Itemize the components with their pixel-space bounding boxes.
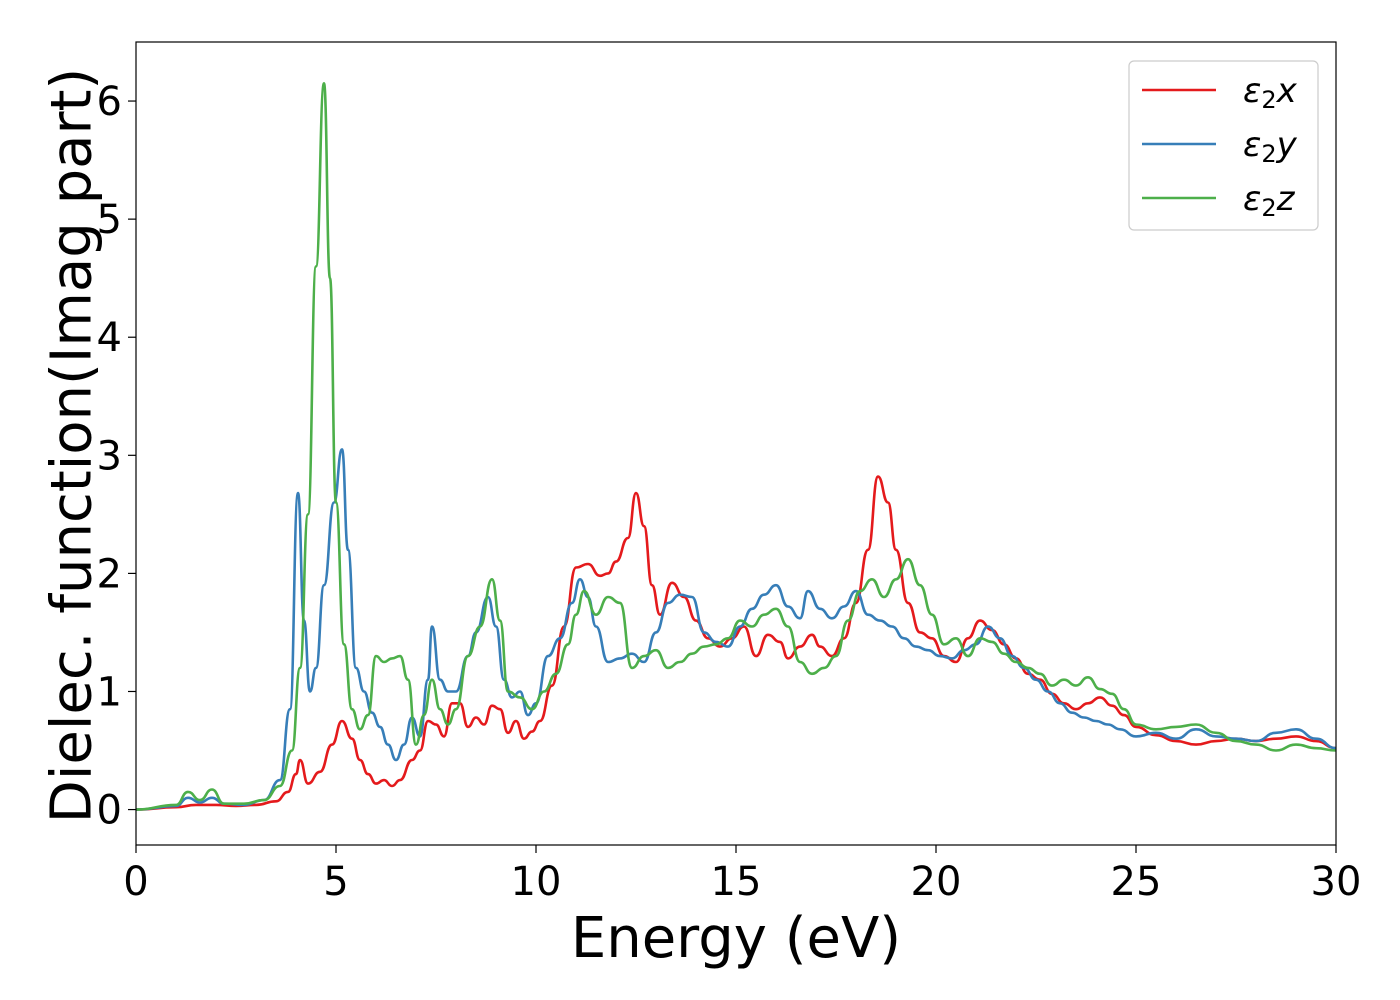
x-tick-label: 5 xyxy=(323,859,348,905)
y-tick-label: 2 xyxy=(97,551,122,597)
x-tick-label: 10 xyxy=(511,859,562,905)
y-axis-ticks: 0 1 2 3 4 5 6 xyxy=(97,79,136,834)
legend-entry-x: ε2x xyxy=(1142,71,1298,114)
x-tick-label: 30 xyxy=(1311,859,1362,905)
x-tick-label: 20 xyxy=(911,859,962,905)
x-axis-ticks: 0 5 10 15 20 25 30 xyxy=(123,845,1361,905)
x-tick-label: 25 xyxy=(1111,859,1162,905)
y-tick-label: 6 xyxy=(97,79,122,125)
series-line-z xyxy=(136,82,1336,811)
legend-label-z: ε2z xyxy=(1243,179,1296,222)
x-tick-label: 0 xyxy=(123,859,148,905)
legend-entry-z: ε2z xyxy=(1142,179,1296,222)
legend-box xyxy=(1128,60,1319,231)
legend: ε2x ε2y ε2z xyxy=(1128,60,1319,231)
series-line-y xyxy=(136,448,1336,811)
y-tick-label: 0 xyxy=(97,788,122,834)
x-axis-title: Energy (eV) xyxy=(571,906,901,971)
y-tick-label: 4 xyxy=(97,315,122,361)
series-line-x xyxy=(136,475,1336,811)
legend-entry-y: ε2y xyxy=(1142,125,1298,168)
y-axis-title: Dielec. function(Imag part) xyxy=(40,68,105,824)
y-tick-label: 3 xyxy=(97,433,122,479)
y-tick-label: 1 xyxy=(97,669,122,715)
legend-label-x: ε2x xyxy=(1243,71,1298,114)
x-tick-label: 15 xyxy=(711,859,762,905)
y-tick-label: 5 xyxy=(97,197,122,243)
legend-label-y: ε2y xyxy=(1243,125,1298,168)
